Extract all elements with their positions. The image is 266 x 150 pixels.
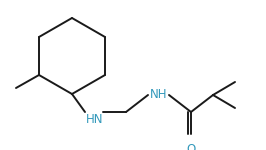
- Text: O: O: [186, 143, 196, 150]
- Text: HN: HN: [86, 113, 103, 126]
- Text: NH: NH: [150, 88, 168, 101]
